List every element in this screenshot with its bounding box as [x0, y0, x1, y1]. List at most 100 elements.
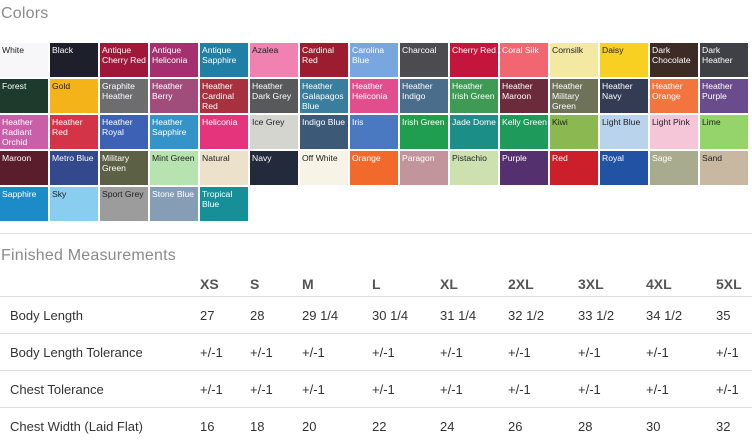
table-row: Body Length Tolerance +/-1 +/-1 +/-1 +/-…	[0, 334, 752, 371]
color-swatch[interactable]: Heather Dark Grey	[250, 79, 298, 113]
table-cell: +/-1	[508, 371, 578, 408]
color-swatch[interactable]: Paragon	[400, 151, 448, 185]
color-swatch[interactable]: Dark Chocolate	[650, 43, 698, 77]
color-swatch[interactable]: Carolina Blue	[350, 43, 398, 77]
color-swatch[interactable]: Heliconia	[200, 115, 248, 149]
color-swatch[interactable]: Antique Sapphire	[200, 43, 248, 77]
color-swatch[interactable]: Heather Orange	[650, 79, 698, 113]
color-swatch[interactable]: Sky	[50, 187, 98, 221]
color-swatch[interactable]: Heather Irish Green	[450, 79, 498, 113]
color-swatch[interactable]: Sport Grey	[100, 187, 148, 221]
color-swatch[interactable]: Orange	[350, 151, 398, 185]
color-swatch[interactable]: Light Pink	[650, 115, 698, 149]
size-header: XS	[200, 272, 250, 297]
color-swatch[interactable]: Heather Radiant Orchid	[0, 115, 48, 149]
color-swatch[interactable]: Dark Heather	[700, 43, 748, 77]
color-swatch[interactable]: Tropical Blue	[200, 187, 248, 221]
color-swatch[interactable]: Heather Galapagos Blue	[300, 79, 348, 113]
table-cell: 33 1/2	[578, 297, 646, 334]
table-cell: 34 1/2	[646, 297, 716, 334]
color-swatch[interactable]: Kelly Green	[500, 115, 548, 149]
table-cell: 32 1/2	[508, 297, 578, 334]
color-swatch[interactable]: Sapphire	[0, 187, 48, 221]
color-swatch[interactable]: Pistachio	[450, 151, 498, 185]
color-swatch[interactable]: Heather Sapphire	[150, 115, 198, 149]
color-swatch[interactable]: Coral Silk	[500, 43, 548, 77]
color-swatch[interactable]: Metro Blue	[50, 151, 98, 185]
table-cell: 18	[250, 408, 302, 444]
table-cell: +/-1	[372, 371, 440, 408]
color-swatch[interactable]: Heather Royal	[100, 115, 148, 149]
table-cell: 31 1/4	[440, 297, 508, 334]
color-swatch[interactable]: Indigo Blue	[300, 115, 348, 149]
color-swatch[interactable]: Mint Green	[150, 151, 198, 185]
color-swatch[interactable]: Navy	[250, 151, 298, 185]
table-cell: +/-1	[440, 334, 508, 371]
table-cell: 26	[508, 408, 578, 444]
size-header: 3XL	[578, 272, 646, 297]
color-swatch[interactable]: Heather Indigo	[400, 79, 448, 113]
table-cell: 30	[646, 408, 716, 444]
color-swatch[interactable]: Maroon	[0, 151, 48, 185]
color-swatch[interactable]: Heather Military Green	[550, 79, 598, 113]
color-swatch[interactable]: Azalea	[250, 43, 298, 77]
table-cell: +/-1	[508, 334, 578, 371]
color-swatch[interactable]: Forest	[0, 79, 48, 113]
table-cell: 27	[200, 297, 250, 334]
table-cell: +/-1	[716, 371, 752, 408]
table-cell: 28	[250, 297, 302, 334]
color-swatch[interactable]: Antique Heliconia	[150, 43, 198, 77]
color-swatch[interactable]: Heather Navy	[600, 79, 648, 113]
color-swatch[interactable]: Black	[50, 43, 98, 77]
color-swatch[interactable]: Irish Green	[400, 115, 448, 149]
color-swatch[interactable]: Red	[550, 151, 598, 185]
color-swatch[interactable]: Royal	[600, 151, 648, 185]
color-swatch[interactable]: Sage	[650, 151, 698, 185]
color-swatch[interactable]: Heather Maroon	[500, 79, 548, 113]
table-cell: +/-1	[646, 334, 716, 371]
color-swatch[interactable]: Military Green	[100, 151, 148, 185]
color-swatch[interactable]: Gold	[50, 79, 98, 113]
color-swatch[interactable]: Antique Cherry Red	[100, 43, 148, 77]
color-swatch[interactable]: Graphite Heather	[100, 79, 148, 113]
size-header-row: XS S M L XL 2XL 3XL 4XL 5XL	[0, 272, 752, 297]
table-cell: 32	[716, 408, 752, 444]
table-cell: +/-1	[372, 334, 440, 371]
color-swatch[interactable]: Iris	[350, 115, 398, 149]
color-swatch[interactable]: Sand	[700, 151, 748, 185]
table-cell: 16	[200, 408, 250, 444]
color-swatch[interactable]: Kiwi	[550, 115, 598, 149]
color-swatch[interactable]: Heather Red	[50, 115, 98, 149]
color-swatch[interactable]: Natural	[200, 151, 248, 185]
color-swatch[interactable]: Cardinal Red	[300, 43, 348, 77]
measurements-table: XS S M L XL 2XL 3XL 4XL 5XL Body Length …	[0, 272, 752, 444]
table-row: Body Length 27 28 29 1/4 30 1/4 31 1/4 3…	[0, 297, 752, 334]
color-swatch[interactable]: Heather Purple	[700, 79, 748, 113]
color-swatch[interactable]: Light Blue	[600, 115, 648, 149]
table-cell: +/-1	[200, 334, 250, 371]
colors-section-title: Colors	[1, 5, 48, 23]
table-cell: +/-1	[578, 334, 646, 371]
color-swatch[interactable]: White	[0, 43, 48, 77]
color-swatch[interactable]: Heather Heliconia	[350, 79, 398, 113]
color-swatch[interactable]: Daisy	[600, 43, 648, 77]
color-swatch[interactable]: Jade Dome	[450, 115, 498, 149]
size-header: 2XL	[508, 272, 578, 297]
color-swatch[interactable]: Heather Berry	[150, 79, 198, 113]
table-cell: 30 1/4	[372, 297, 440, 334]
color-swatch[interactable]: Charcoal	[400, 43, 448, 77]
table-cell: +/-1	[578, 371, 646, 408]
color-swatch[interactable]: Purple	[500, 151, 548, 185]
color-swatch[interactable]: Cherry Red	[450, 43, 498, 77]
color-swatch[interactable]: Cornsilk	[550, 43, 598, 77]
color-swatch[interactable]: Ice Grey	[250, 115, 298, 149]
size-header: 4XL	[646, 272, 716, 297]
table-cell: 20	[302, 408, 372, 444]
color-swatch[interactable]: Lime	[700, 115, 748, 149]
color-swatch[interactable]: Off White	[300, 151, 348, 185]
color-swatch[interactable]: Stone Blue	[150, 187, 198, 221]
measurements-section-title: Finished Measurements	[1, 247, 176, 265]
color-swatch[interactable]: Heather Cardinal Red	[200, 79, 248, 113]
size-header: L	[372, 272, 440, 297]
